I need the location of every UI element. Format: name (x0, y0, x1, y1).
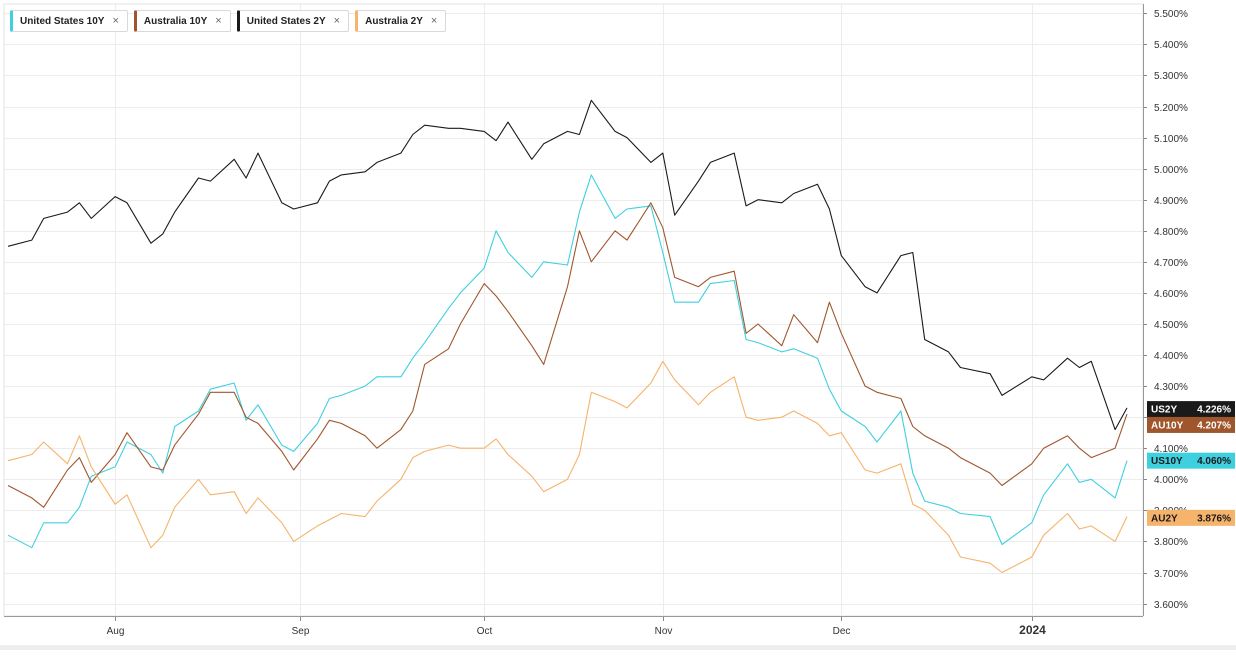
y-tick-label: 5.000% (1154, 165, 1188, 176)
y-tick-label: 4.700% (1154, 258, 1188, 269)
y-tick-label: 4.600% (1154, 289, 1188, 300)
legend-label: Australia 10Y (143, 15, 208, 27)
legend-chip-au2y[interactable]: Australia 2Y × (355, 10, 447, 32)
y-tick-label: 4.100% (1154, 444, 1188, 455)
series-line-united-states-2y (7, 99, 1128, 431)
badge-value: 3.876% (1197, 513, 1231, 524)
y-tick-label: 4.400% (1154, 351, 1188, 362)
grid (3, 3, 1144, 617)
badge-bg (1147, 401, 1235, 418)
badge-bg (1147, 416, 1235, 433)
legend-label: United States 2Y (246, 15, 326, 27)
series-lines (7, 99, 1128, 574)
legend-chip-us10y[interactable]: United States 10Y × (10, 10, 128, 32)
badge-label: AU10Y (1151, 420, 1184, 431)
y-tick-label: 4.300% (1154, 382, 1188, 393)
y-tick-label: 4.000% (1154, 475, 1188, 486)
badge-value: 4.060% (1197, 456, 1231, 467)
y-tick-label: 4.500% (1154, 320, 1188, 331)
legend-label: United States 10Y (20, 15, 105, 27)
badge-bg (1147, 509, 1235, 526)
legend-chip-us2y[interactable]: United States 2Y × (236, 10, 350, 32)
badge-label: AU2Y (1151, 513, 1178, 524)
y-tick-label: 5.300% (1154, 71, 1188, 82)
bottom-scrollbar-track (0, 645, 1236, 650)
axes: 3.600%3.700%3.800%3.900%4.000%4.100%4.20… (0, 4, 1236, 650)
badge-bg (1147, 452, 1235, 469)
badge-au2y: AU2Y 3.876% (1147, 509, 1235, 526)
legend-chip-au10y[interactable]: Australia 10Y × (133, 10, 231, 32)
badge-us2y: US2Y 4.226% (1147, 401, 1235, 418)
badge-label: US2Y (1151, 405, 1177, 416)
x-tick-label: 2024 (1019, 623, 1046, 637)
x-tick-label: Nov (655, 626, 673, 637)
legend: United States 10Y × Australia 10Y × Unit… (10, 10, 447, 32)
badge-value: 4.226% (1197, 405, 1231, 416)
y-tick-label: 3.700% (1154, 569, 1188, 580)
badge-au10y: AU10Y 4.207% (1147, 416, 1235, 433)
series-line-united-states-10y (7, 174, 1128, 549)
close-icon[interactable]: × (430, 15, 438, 27)
close-icon[interactable]: × (215, 15, 222, 27)
y-tick-label: 4.900% (1154, 196, 1188, 207)
badge-us10y: US10Y 4.060% (1147, 452, 1235, 469)
series-line-australia-10y (7, 202, 1128, 508)
y-tick-label: 3.600% (1154, 600, 1188, 611)
badge-label: US10Y (1151, 456, 1183, 467)
close-icon[interactable]: × (333, 15, 341, 27)
y-tick-label: 5.100% (1154, 134, 1188, 145)
y-tick-label: 5.500% (1154, 9, 1188, 20)
badge-value: 4.207% (1197, 420, 1231, 431)
y-tick-label: 3.800% (1154, 537, 1188, 548)
close-icon[interactable]: × (112, 15, 119, 27)
y-tick-label: 5.400% (1154, 40, 1188, 51)
value-badges: US2Y 4.226% AU10Y 4.207% US10Y 4.060% AU2Y 3.87… (1147, 401, 1235, 526)
x-tick-label: Aug (107, 626, 125, 637)
y-tick-label: 4.800% (1154, 227, 1188, 238)
x-tick-label: Dec (833, 626, 851, 637)
series-line-australia-2y (7, 360, 1128, 574)
x-tick-label: Sep (292, 626, 310, 637)
x-tick-label: Oct (477, 626, 493, 637)
y-tick-label: 5.200% (1154, 103, 1188, 114)
legend-label: Australia 2Y (365, 15, 423, 27)
